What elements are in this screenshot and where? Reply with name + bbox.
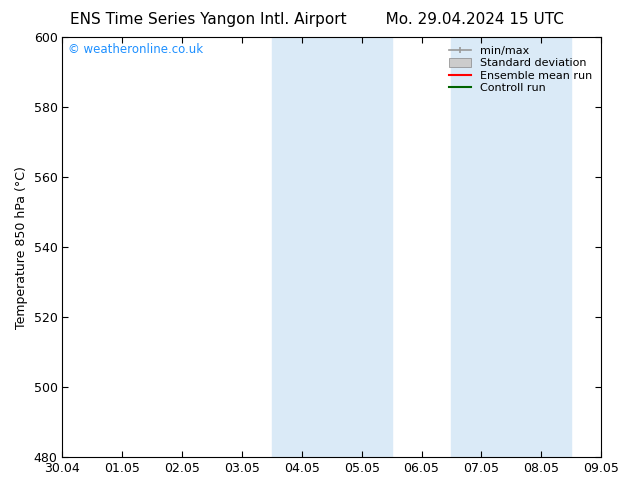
- Text: ENS Time Series Yangon Intl. Airport        Mo. 29.04.2024 15 UTC: ENS Time Series Yangon Intl. Airport Mo.…: [70, 12, 564, 27]
- Bar: [332, 37, 392, 457]
- Legend: min/max, Standard deviation, Ensemble mean run, Controll run: min/max, Standard deviation, Ensemble me…: [446, 43, 595, 97]
- Bar: [511, 37, 571, 457]
- Y-axis label: Temperature 850 hPa (°C): Temperature 850 hPa (°C): [15, 166, 28, 329]
- Bar: [272, 37, 332, 457]
- Title: ENS Time Series Yangon Intl. Airport        Mo. 29.04.2024 15 UTC: ENS Time Series Yangon Intl. Airport Mo.…: [0, 489, 1, 490]
- Bar: [451, 37, 511, 457]
- Text: © weatheronline.co.uk: © weatheronline.co.uk: [68, 44, 203, 56]
